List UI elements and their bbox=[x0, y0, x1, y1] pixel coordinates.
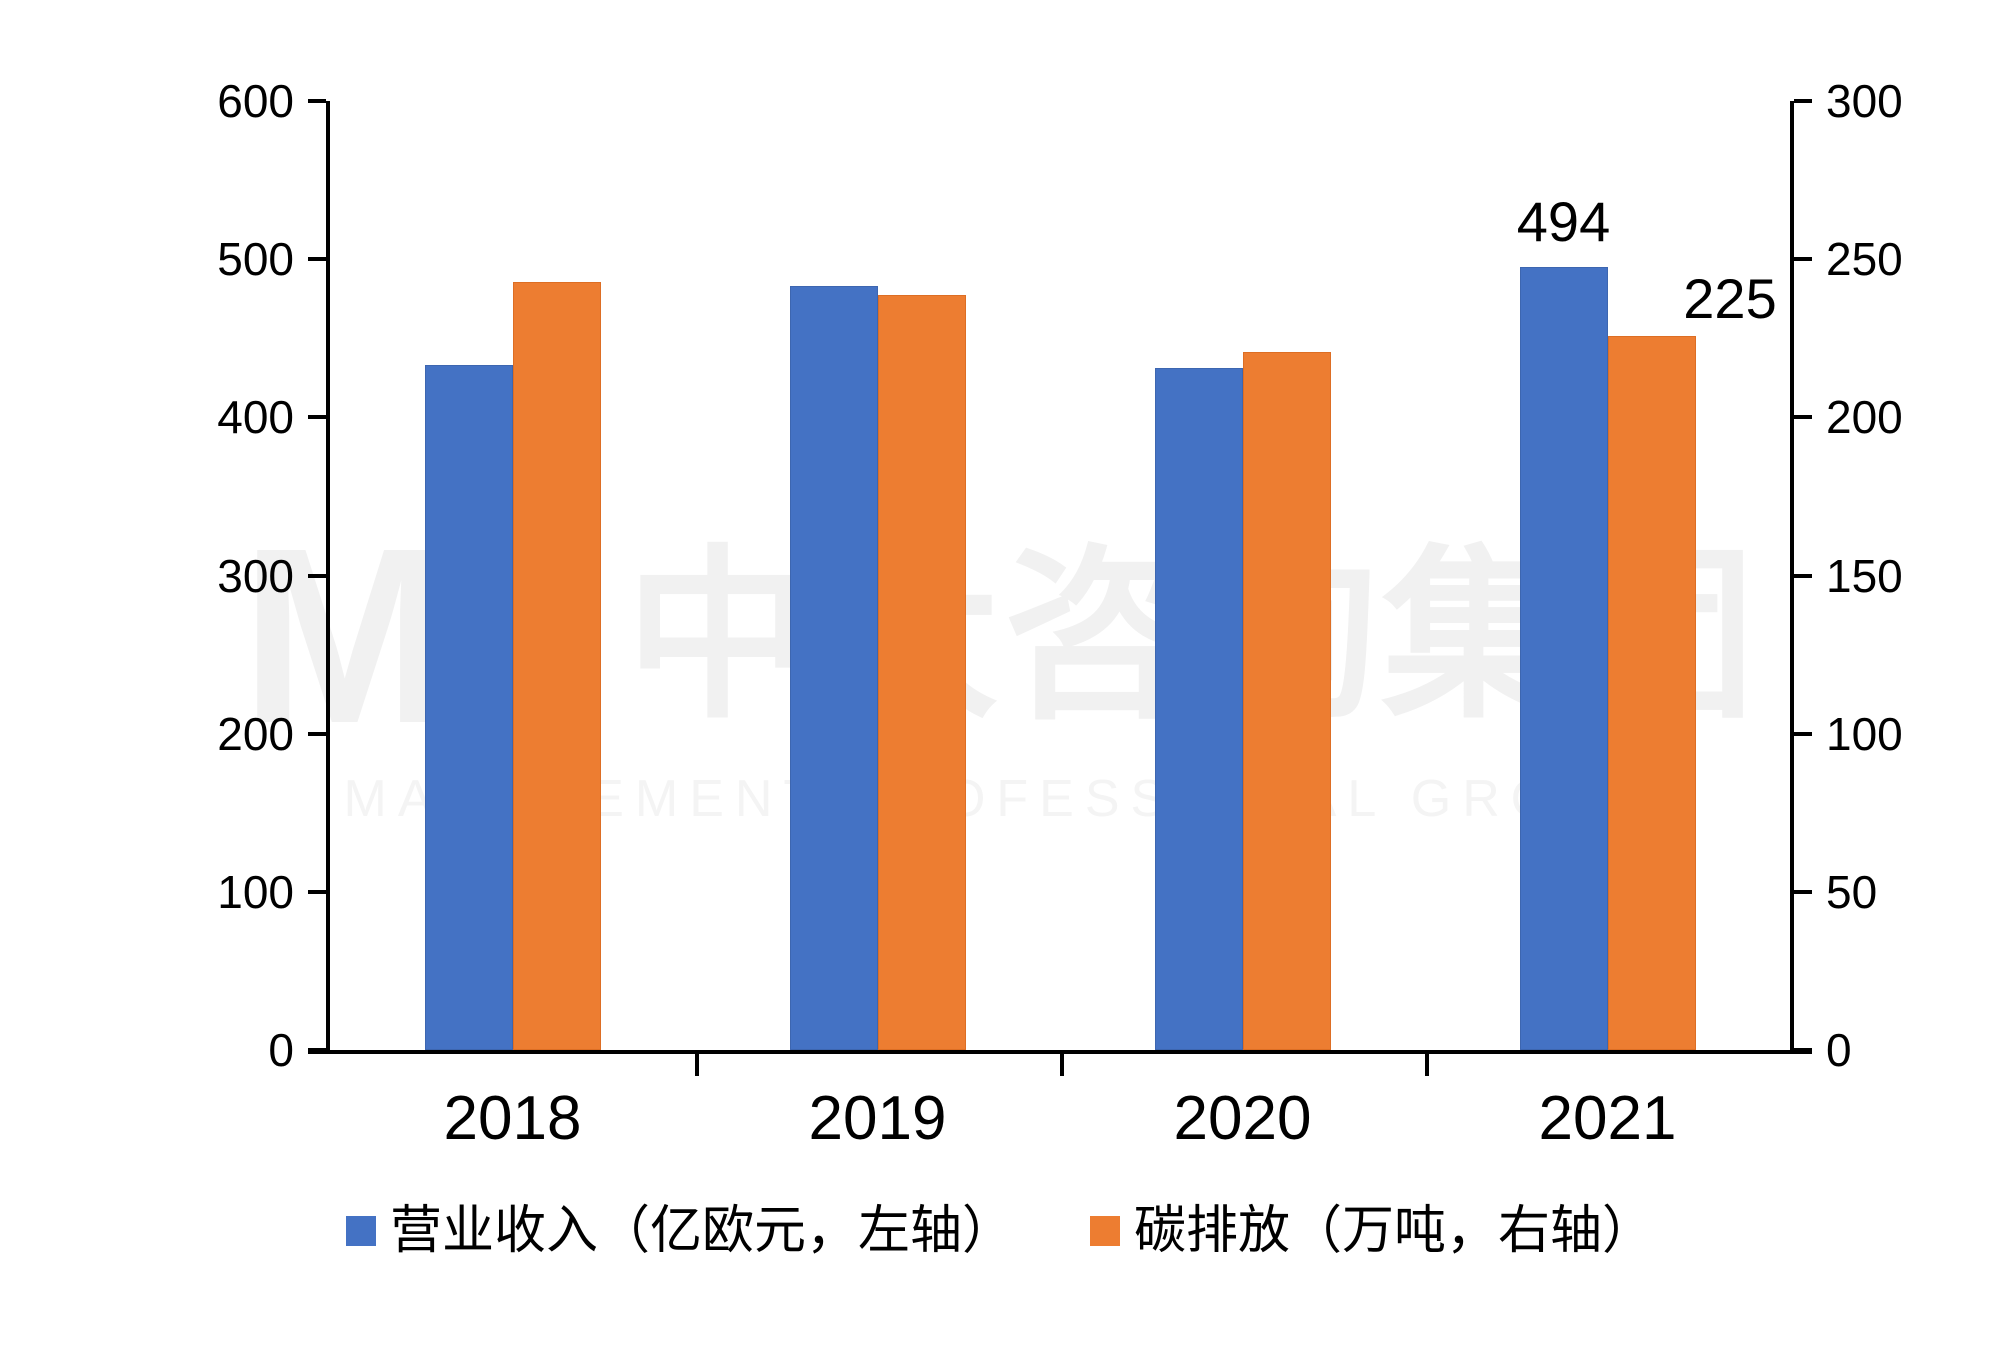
bar-groups: 494 225 bbox=[330, 101, 1790, 1050]
left-axis-tick-label: 500 bbox=[217, 233, 294, 286]
category-tick bbox=[1425, 1050, 1429, 1076]
legend-item-emissions[interactable]: 碳排放（万吨，右轴） bbox=[1090, 1205, 1654, 1257]
bar-emissions[interactable] bbox=[512, 282, 601, 1050]
bar-group: 494 225 bbox=[1425, 101, 1790, 1050]
right-axis-tick bbox=[1794, 573, 1812, 578]
left-axis-tick-label: 200 bbox=[217, 707, 294, 760]
bar-value-label: 494 bbox=[1516, 189, 1611, 253]
bar-group bbox=[695, 101, 1060, 1050]
bar-group bbox=[330, 101, 695, 1050]
left-axis-tick-label: 600 bbox=[217, 75, 294, 127]
right-axis-tick bbox=[1794, 99, 1812, 103]
left-axis-tick-label: 300 bbox=[217, 549, 294, 602]
legend-swatch-revenue bbox=[345, 1216, 376, 1246]
bar-revenue[interactable] bbox=[424, 364, 513, 1050]
right-axis-line bbox=[1790, 101, 1794, 1050]
bar-emissions[interactable] bbox=[1242, 352, 1331, 1050]
left-axis-tick bbox=[308, 889, 326, 894]
right-axis-tick-label: 100 bbox=[1826, 707, 1903, 760]
right-axis-tick-label: 50 bbox=[1826, 865, 1878, 918]
bar-emissions[interactable]: 225 bbox=[1607, 271, 1777, 1050]
left-axis-tick bbox=[308, 1048, 326, 1052]
plot-area: 0 100 200 300 400 500 600 0 50 100 150 200 250 300 4… bbox=[217, 78, 1903, 1073]
category-label: 2019 bbox=[808, 1084, 947, 1153]
bar-revenue[interactable] bbox=[1154, 367, 1243, 1050]
left-axis-tick bbox=[308, 257, 326, 262]
left-axis-tick bbox=[308, 731, 326, 736]
legend-label-emissions: 碳排放（万吨，右轴） bbox=[1134, 1201, 1655, 1261]
left-axis-tick bbox=[308, 99, 326, 103]
left-axis-tick bbox=[308, 573, 326, 578]
right-axis-tick bbox=[1794, 257, 1812, 262]
legend-swatch-emissions bbox=[1090, 1216, 1120, 1246]
left-axis-line bbox=[326, 101, 330, 1050]
left-axis-tick-label: 100 bbox=[217, 865, 294, 918]
left-axis-tick-label: 0 bbox=[268, 1024, 294, 1076]
right-axis-tick bbox=[1794, 1048, 1812, 1052]
legend-label-revenue: 营业收入（亿欧元，左轴） bbox=[389, 1201, 1014, 1261]
right-axis-tick bbox=[1794, 731, 1812, 736]
right-axis-tick-label: 300 bbox=[1826, 75, 1903, 127]
category-labels: 2018 2019 2020 2021 bbox=[330, 1084, 1790, 1153]
right-axis-tick bbox=[1794, 889, 1812, 894]
chart-legend: 营业收入（亿欧元，左轴） 碳排放（万吨，右轴） bbox=[0, 1205, 2000, 1257]
category-label: 2020 bbox=[1173, 1084, 1312, 1153]
category-tick bbox=[1060, 1050, 1064, 1076]
bar-revenue[interactable]: 494 bbox=[1517, 193, 1610, 1050]
right-axis-tick-label: 0 bbox=[1826, 1024, 1852, 1076]
right-axis-tick bbox=[1794, 415, 1812, 420]
bar-value-label: 225 bbox=[1683, 267, 1777, 331]
bar-group bbox=[1060, 101, 1425, 1050]
category-label: 2018 bbox=[443, 1084, 582, 1153]
legend-item-revenue[interactable]: 营业收入（亿欧元，左轴） bbox=[345, 1201, 1014, 1261]
right-axis-tick-label: 250 bbox=[1826, 233, 1903, 286]
left-axis-tick bbox=[308, 415, 326, 420]
bar-revenue[interactable] bbox=[789, 285, 878, 1050]
bar-emissions[interactable] bbox=[877, 295, 966, 1050]
right-axis-tick-label: 150 bbox=[1826, 549, 1903, 602]
category-tick bbox=[695, 1050, 699, 1076]
right-axis-tick-label: 200 bbox=[1826, 391, 1903, 444]
left-axis-tick-label: 400 bbox=[217, 391, 294, 444]
category-label: 2021 bbox=[1538, 1084, 1677, 1153]
category-tick-marks bbox=[330, 1050, 1790, 1076]
